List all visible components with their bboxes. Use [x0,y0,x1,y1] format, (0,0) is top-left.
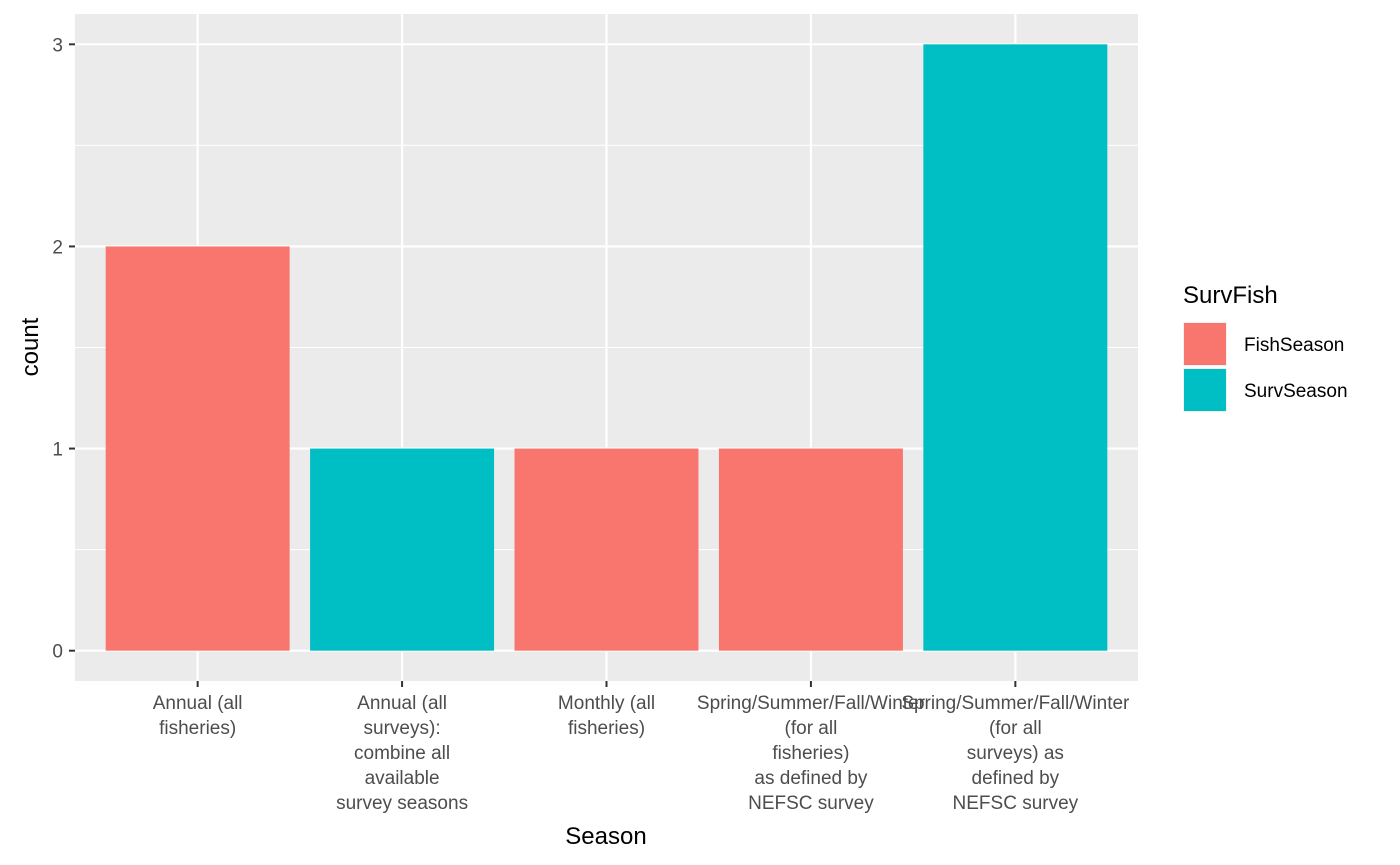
bar [923,44,1108,651]
x-tick-label: Annual (all surveys): combine all available… [336,693,468,814]
x-tick-label-line: Annual (all [153,693,243,714]
x-tick-label-line: survey seasons [336,793,468,814]
x-axis: Annual (all fisheries) Annual (all surveys)… [153,681,1130,814]
x-tick-label-line: (for all [989,718,1042,739]
x-tick-label-line: NEFSC survey [748,793,874,814]
bar [310,448,495,651]
x-tick-label-line: Monthly (all [558,693,655,714]
x-tick-label-line: Spring/Summer/Fall/Winter [901,693,1130,714]
y-tick-label: 3 [52,35,63,56]
x-tick-label-line: Annual (all [357,693,447,714]
x-tick-label-line: fisheries) [772,743,849,764]
y-axis: 0 1 2 3 [52,35,75,663]
legend-title: SurvFish [1183,282,1278,309]
bars [105,44,1108,651]
x-tick-label: Annual (all fisheries) [153,693,243,739]
legend-swatch [1184,369,1226,411]
y-tick-label: 1 [52,440,63,461]
x-axis-title: Season [565,823,646,850]
legend-label: FishSeason [1244,335,1344,356]
y-tick-label: 0 [52,642,63,663]
legend-swatch [1184,323,1226,365]
x-tick-label-line: fisheries) [159,718,236,739]
x-tick-label-line: fisheries) [568,718,645,739]
x-tick-label-line: as defined by [754,768,868,789]
bar [105,246,290,651]
y-axis-title: count [17,317,44,376]
x-tick-label-line: NEFSC survey [953,793,1079,814]
x-tick-label: Spring/Summer/Fall/Winter (for all surveys… [901,693,1130,814]
x-tick-label-line: (for all [785,718,838,739]
x-tick-label: Monthly (all fisheries) [558,693,655,739]
y-tick-label: 2 [52,237,63,258]
bar [718,448,903,651]
x-tick-label-line: surveys) as [967,743,1064,764]
x-tick-label-line: surveys): [364,718,441,739]
x-tick-label-line: combine all [354,743,450,764]
legend-label: SurvSeason [1244,381,1348,402]
x-tick-label-line: defined by [972,768,1060,789]
legend: SurvFish FishSeason SurvSeason [1183,282,1348,412]
x-tick-label-line: Spring/Summer/Fall/Winter [697,693,926,714]
bar [514,448,699,651]
x-tick-label: Spring/Summer/Fall/Winter (for all fisheri… [697,693,926,814]
x-tick-label-line: available [365,768,440,789]
